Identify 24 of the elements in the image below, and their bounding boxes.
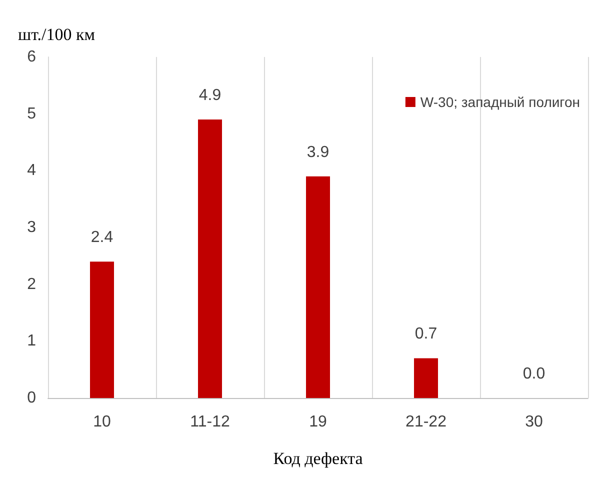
data-label: 3.9 xyxy=(306,144,330,161)
data-label: 4.9 xyxy=(198,87,222,104)
bar xyxy=(414,358,438,398)
x-tick-label: 19 xyxy=(309,414,327,430)
y-tick-label: 2 xyxy=(27,276,36,293)
y-axis-title: шт./100 км xyxy=(18,25,96,44)
bar xyxy=(306,176,330,398)
x-axis-title: Код дефекта xyxy=(273,449,364,468)
legend-label: W-30; западный полигон xyxy=(420,94,580,110)
x-tick-label: 10 xyxy=(93,414,111,430)
y-tick-label: 3 xyxy=(27,219,36,236)
y-tick-label: 5 xyxy=(27,105,36,122)
x-tick-label: 21-22 xyxy=(406,414,447,430)
y-tick-label: 6 xyxy=(27,48,36,66)
data-label: 0.0 xyxy=(522,366,546,382)
bar xyxy=(90,262,114,398)
y-tick-label: 4 xyxy=(27,162,36,180)
x-tick-label: 30 xyxy=(525,414,543,430)
data-label: 2.4 xyxy=(90,229,114,246)
data-label: 0.7 xyxy=(414,326,438,343)
y-tick-label: 0 xyxy=(27,390,36,406)
y-tick-label: 1 xyxy=(27,332,36,350)
x-tick-label: 11-12 xyxy=(190,414,230,430)
bar xyxy=(198,120,222,398)
